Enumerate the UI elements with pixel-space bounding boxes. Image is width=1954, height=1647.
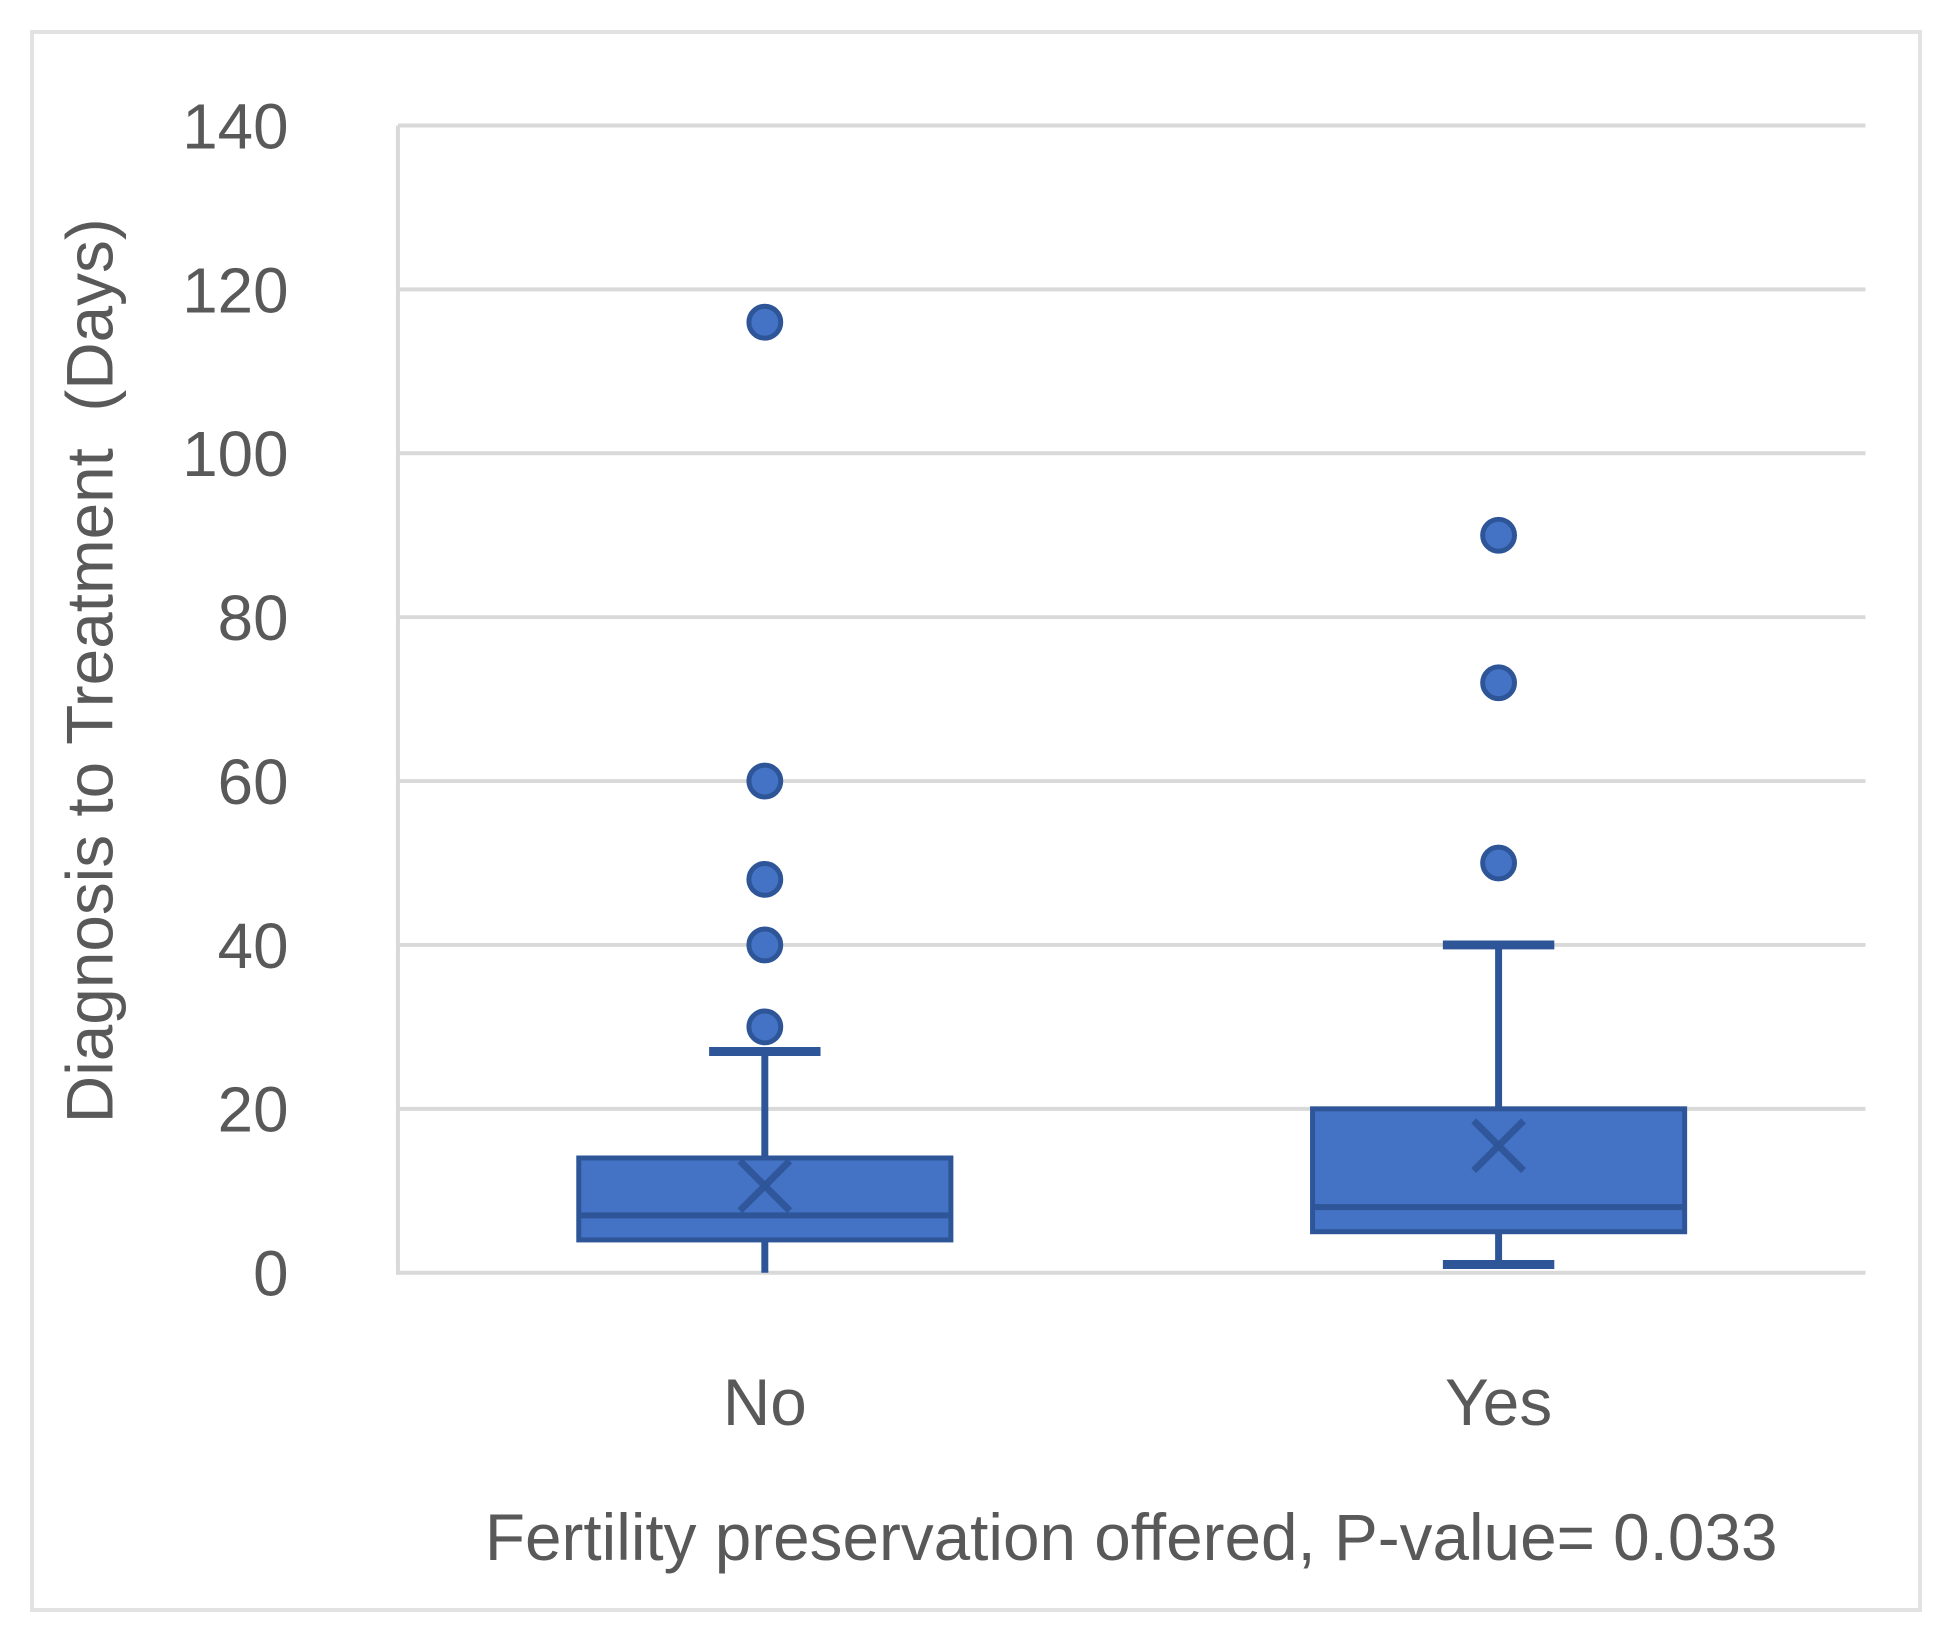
boxplot-svg: 0 20 40 60 80 100 120 140 No Yes Diagnosis to Tre… [53,91,1866,1574]
outlier-dot-No-30 [746,1008,784,1046]
mean-marker-No [737,1158,793,1214]
mean-marker-Yes [1471,1118,1526,1174]
category-label-Yes: Yes [1445,1366,1552,1439]
y-axis-title: Diagnosis to Treatment (Days) [53,218,126,1123]
y-tick-label-0: 0 [253,1239,288,1310]
category-label-No: No [723,1366,807,1439]
outlier-dot-No-40 [746,926,784,964]
y-tick-label-100: 100 [182,419,288,490]
outlier-dot-Yes-72 [1480,664,1518,702]
y-tick-label-60: 60 [218,747,289,818]
y-tick-label-20: 20 [218,1075,289,1146]
outlier-dot-No-116 [746,303,784,341]
x-axis-title: Fertility preservation offered, P-value=… [485,1501,1778,1574]
box-No [576,1155,954,1243]
chart-layer: 0 20 40 60 80 100 120 140 No Yes [182,91,1866,1439]
outlier-dot-Yes-50 [1480,844,1518,882]
y-tick-label-80: 80 [218,583,289,654]
y-tick-label-120: 120 [182,255,288,326]
chart-figure: 0 20 40 60 80 100 120 140 No Yes Diagnosis to Tre… [30,30,1922,1612]
outlier-dot-Yes-90 [1480,516,1518,554]
y-tick-label-40: 40 [218,911,289,982]
y-tick-label-140: 140 [182,91,288,162]
outlier-dot-No-48 [746,860,784,898]
box-Yes [1310,1106,1688,1235]
outlier-dot-No-60 [746,762,784,800]
